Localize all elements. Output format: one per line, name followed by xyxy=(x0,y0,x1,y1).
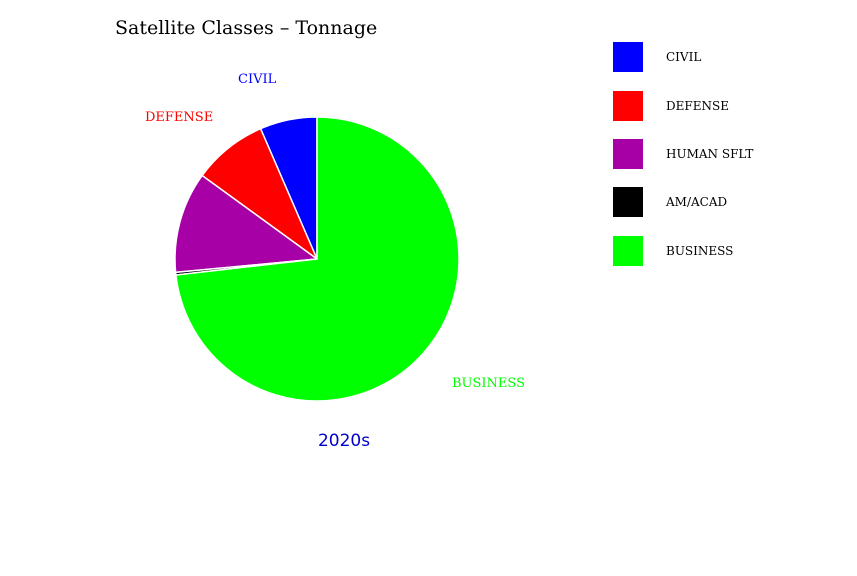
pie-slices xyxy=(174,116,460,402)
pie-slice-business xyxy=(175,116,460,402)
legend-label-am-acad: AM/ACAD xyxy=(665,195,727,209)
pie-slice-labels: CIVIL DEFENSE BUSINESS xyxy=(145,72,525,391)
legend: CIVIL DEFENSE HUMAN SFLT AM/ACAD BUSINES… xyxy=(613,42,753,266)
slice-label-civil: CIVIL xyxy=(238,72,277,87)
legend-label-civil: CIVIL xyxy=(666,50,701,64)
legend-swatch-defense xyxy=(613,91,643,121)
legend-label-defense: DEFENSE xyxy=(666,99,729,113)
chart-subtitle: 2020s xyxy=(318,431,370,451)
chart-title: Satellite Classes – Tonnage xyxy=(115,17,377,39)
pie-slice-human-sflt xyxy=(174,174,320,274)
slice-label-defense: DEFENSE xyxy=(145,110,213,125)
legend-label-human-sflt: HUMAN SFLT xyxy=(666,147,753,161)
legend-swatch-business xyxy=(613,236,643,266)
legend-swatch-human-sflt xyxy=(613,139,643,169)
legend-label-business: BUSINESS xyxy=(666,244,733,258)
slice-label-business: BUSINESS xyxy=(452,376,525,391)
legend-swatch-am-acad xyxy=(613,187,643,217)
legend-swatch-civil xyxy=(613,42,643,72)
